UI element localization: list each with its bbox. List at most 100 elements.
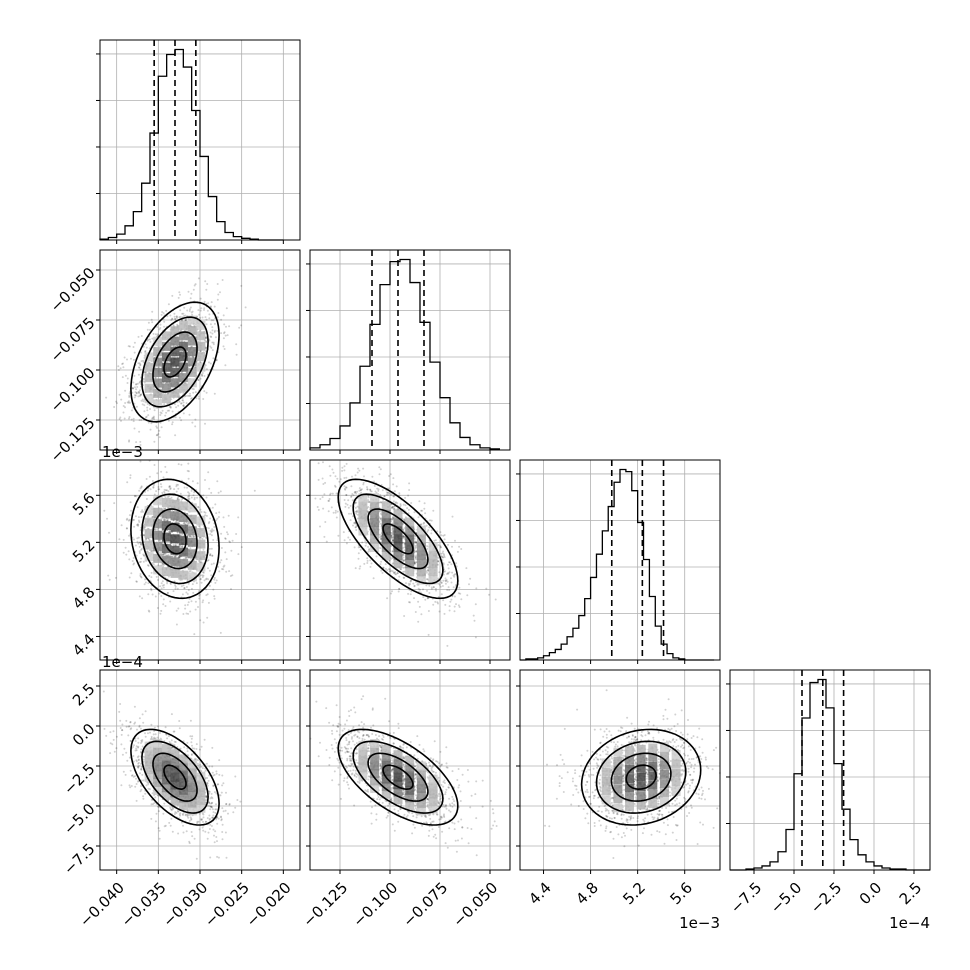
scatter-point — [186, 394, 189, 397]
scatter-point — [409, 601, 411, 604]
scatter-point — [187, 582, 190, 585]
scatter-point — [192, 591, 195, 594]
scatter-point — [210, 319, 213, 322]
scatter-point — [383, 495, 386, 498]
scatter-point — [190, 600, 193, 603]
density-cell — [144, 373, 154, 383]
scatter-point — [199, 316, 202, 319]
scatter-point — [140, 485, 143, 488]
scatter-point — [402, 570, 405, 573]
scatter-point — [447, 572, 450, 575]
density-cell — [144, 352, 154, 362]
scatter-point — [198, 525, 201, 528]
scatter-point — [168, 392, 171, 395]
scatter-point — [139, 574, 142, 577]
scatter-point — [197, 395, 200, 398]
scatter-point — [130, 418, 133, 421]
scatter-point — [472, 614, 475, 617]
scatter-point — [343, 465, 346, 468]
density-cell — [170, 568, 180, 578]
scatter-point — [409, 593, 412, 596]
scatter-point — [379, 494, 382, 496]
scatter-point — [175, 609, 178, 612]
scatter-point — [347, 499, 350, 502]
scatter-point — [351, 493, 354, 495]
scatter-point — [131, 387, 134, 390]
scatter-point — [178, 727, 181, 730]
scatter-point — [142, 345, 145, 348]
scatter-point — [206, 283, 209, 285]
scatter-point — [437, 544, 440, 547]
scatter-point — [166, 402, 169, 405]
scatter-point — [163, 518, 166, 521]
scatter-point — [343, 539, 346, 542]
scatter-point — [163, 584, 165, 586]
scatter-point — [211, 506, 214, 509]
scatter-point — [223, 525, 226, 528]
scatter-point — [199, 574, 202, 577]
scatter-point — [188, 497, 191, 500]
scatter-point — [208, 313, 211, 316]
scatter-point — [188, 494, 190, 497]
scatter-point — [209, 345, 212, 348]
density-cell — [144, 540, 154, 550]
scatter-point — [148, 338, 151, 341]
scatter-point — [203, 300, 206, 303]
hist-2-outline — [520, 468, 715, 661]
scatter-point — [180, 463, 183, 466]
scatter-point — [225, 570, 228, 573]
scatter-point — [391, 506, 394, 509]
scatter-point — [384, 567, 387, 570]
scatter-point — [194, 283, 197, 286]
scatter-point — [177, 566, 180, 569]
scatter-point — [368, 501, 371, 504]
scatter-point — [218, 570, 221, 573]
scatter-point — [139, 460, 142, 463]
scatter-point — [202, 816, 205, 819]
scatter-point — [428, 584, 431, 587]
scatter-point — [211, 329, 214, 332]
scatter-point — [174, 416, 177, 419]
scatter-point — [205, 368, 208, 371]
scatter-point — [133, 374, 136, 377]
scatter-point — [417, 587, 420, 590]
scatter-point — [455, 603, 457, 606]
scatter-point — [195, 743, 198, 746]
scatter-point — [150, 571, 153, 574]
scatter-point — [132, 519, 135, 521]
scatter-point — [334, 509, 337, 512]
scatter-point — [136, 540, 139, 543]
scatter-point — [192, 288, 195, 291]
scatter-point — [199, 309, 202, 312]
scatter-point — [201, 372, 204, 374]
scatter-point — [349, 538, 351, 541]
scatter-point — [133, 538, 135, 541]
scatter-point — [127, 401, 130, 404]
scatter-point — [357, 467, 360, 470]
scatter-point — [134, 544, 137, 547]
scatter-point — [344, 488, 347, 491]
scatter-point — [171, 555, 173, 558]
scatter-point — [136, 506, 139, 509]
scatter-point — [207, 302, 210, 305]
scatter-point — [345, 462, 348, 465]
scatter-point — [429, 519, 431, 522]
scatter-point — [205, 577, 208, 580]
scatter-point — [451, 571, 454, 574]
scatter-point — [211, 349, 214, 352]
scatter-point — [221, 774, 224, 777]
density-cell — [144, 517, 154, 527]
density-cell — [170, 557, 180, 567]
scatter-point — [201, 316, 204, 319]
scatter-point — [422, 596, 425, 599]
scatter-point — [217, 516, 220, 518]
scatter-point — [182, 312, 185, 315]
scatter-point — [139, 394, 142, 397]
scatter-point — [138, 362, 141, 365]
scatter-point — [171, 410, 174, 413]
scatter-point — [122, 405, 125, 407]
density-cell — [196, 341, 206, 351]
scatter-point — [175, 406, 178, 409]
scatter-point — [108, 531, 110, 534]
scatter-point — [157, 433, 160, 435]
